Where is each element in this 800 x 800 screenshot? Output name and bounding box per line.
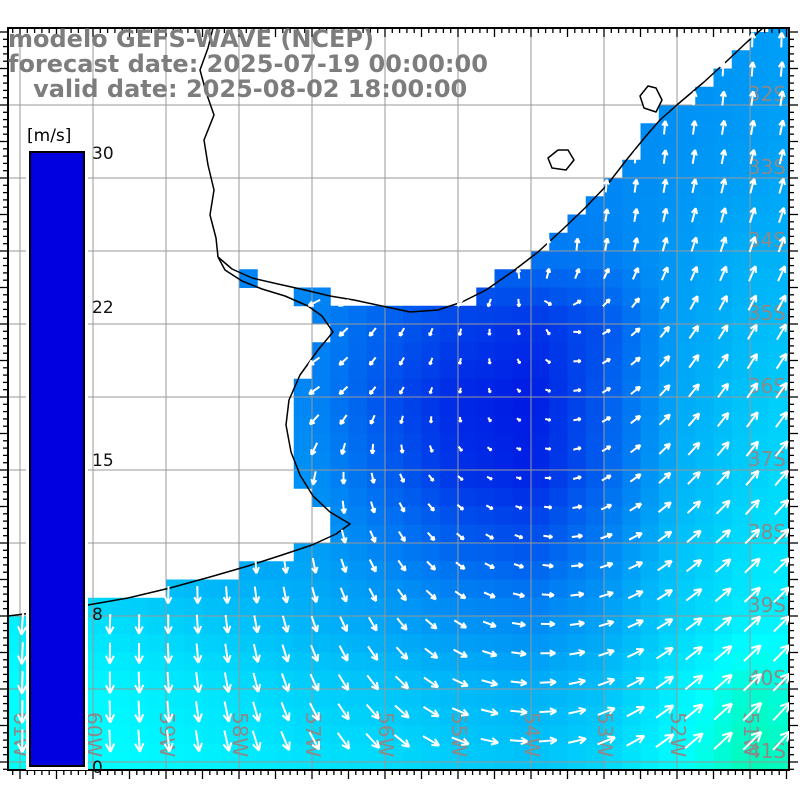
- lon-label: 58W: [228, 712, 252, 757]
- lon-label: 53W: [593, 712, 617, 757]
- map-titles: modelo GEFS-WAVE (NCEP) forecast date: 20…: [8, 27, 488, 102]
- lon-label: 54W: [520, 712, 544, 757]
- wind-arrows: [16, 32, 789, 753]
- axis-ticks: [0, 28, 798, 779]
- lon-label: 56W: [374, 712, 398, 757]
- valid-date-line: valid date: 2025-08-02 18:00:00: [8, 75, 468, 103]
- model-title: modelo GEFS-WAVE (NCEP): [8, 25, 374, 53]
- lat-label: 33S: [748, 155, 786, 179]
- forecast-date-line: forecast date: 2025-07-19 00:00:00: [8, 50, 488, 78]
- colorbar-tick-label: 22: [92, 297, 114, 318]
- colorbar-tick-label: 0: [92, 758, 103, 778]
- colorbar: [26, 148, 88, 770]
- map-frame: [7, 27, 790, 771]
- lon-label: 57W: [301, 712, 325, 757]
- colorbar-tick-label: 8: [92, 604, 103, 625]
- wind-speed-cells: [8, 28, 789, 770]
- colorbar-tick-label: 30: [92, 144, 114, 164]
- colorbar-unit-label: [m/s]: [27, 126, 72, 146]
- colorbar-tick-label: 15: [92, 451, 114, 471]
- lat-label: 40S: [748, 666, 786, 690]
- coastline: [8, 28, 764, 617]
- lon-label: 55W: [447, 712, 471, 757]
